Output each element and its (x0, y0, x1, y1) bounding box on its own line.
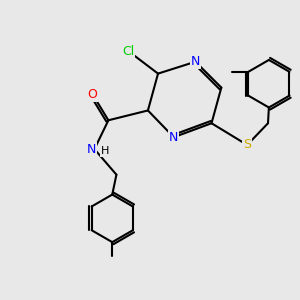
Text: S: S (243, 138, 251, 152)
Text: N: N (87, 142, 96, 156)
Text: N: N (169, 131, 178, 144)
Text: N: N (191, 55, 200, 68)
Text: H: H (100, 146, 109, 157)
Text: Cl: Cl (122, 44, 134, 58)
Text: O: O (88, 88, 98, 101)
